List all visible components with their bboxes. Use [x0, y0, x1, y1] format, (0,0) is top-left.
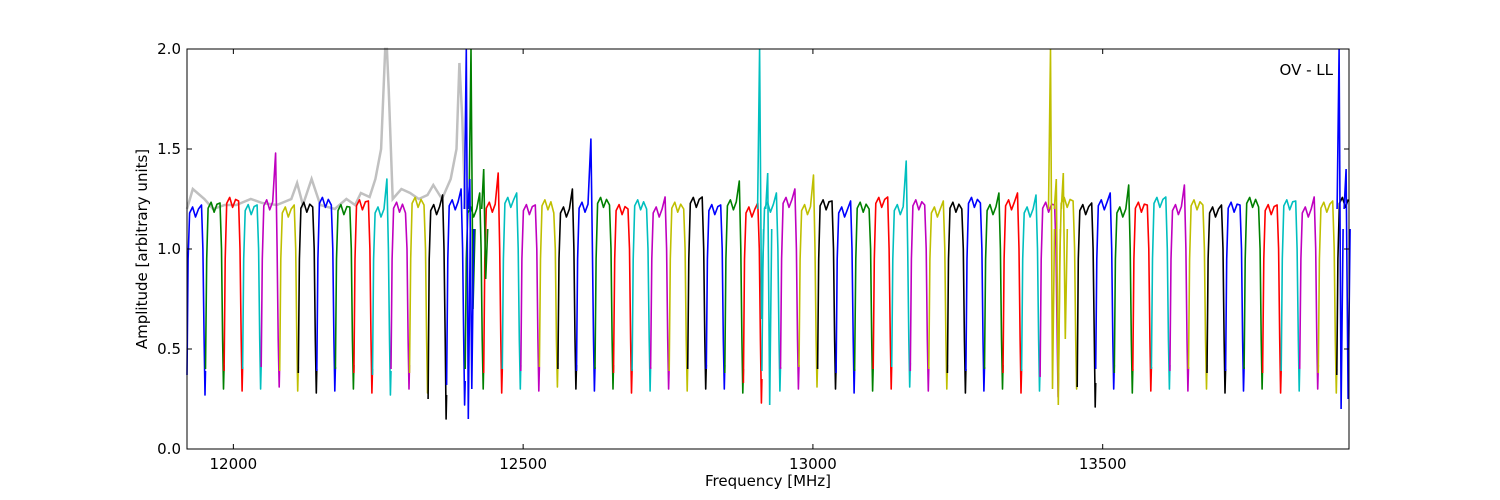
- y-tick-label: 0.0: [157, 440, 181, 458]
- background-series-layer: [185, 47, 467, 211]
- channel-line-45: [1002, 192, 1023, 394]
- channel-line-37: [853, 201, 874, 392]
- spike-3: [467, 178, 475, 390]
- spike-4: [480, 168, 489, 280]
- channel-line-3: [223, 196, 244, 392]
- channel-line-41: [928, 200, 949, 390]
- channel-line-54: [1169, 184, 1190, 392]
- channel-line-62: [1317, 200, 1338, 394]
- channel-line-26: [649, 196, 670, 390]
- channel-line-49: [1076, 202, 1097, 408]
- channel-line-25: [631, 199, 652, 392]
- channel-line-60: [1280, 199, 1301, 392]
- channel-line-33: [779, 188, 800, 390]
- channel-line-1: [186, 204, 207, 396]
- channel-line-42: [946, 201, 967, 394]
- channel-line-9: [334, 203, 355, 390]
- channel-line-29: [705, 203, 726, 390]
- channel-line-35: [816, 199, 837, 390]
- channel-line-4: [241, 203, 262, 390]
- channel-line-52: [1132, 201, 1153, 392]
- x-tick-label: 12000: [210, 455, 258, 473]
- channel-line-51: [1113, 184, 1134, 394]
- channel-line-61: [1298, 196, 1320, 390]
- channel-line-46: [1020, 194, 1041, 392]
- x-tick-label: 13500: [1079, 455, 1127, 473]
- background-series-line: [185, 47, 467, 211]
- channel-line-30: [724, 180, 745, 394]
- channel-line-56: [1206, 204, 1227, 394]
- channel-line-12: [390, 201, 411, 390]
- y-tick-label: 2.0: [157, 40, 181, 58]
- y-tick-label: 1.0: [157, 240, 181, 258]
- y-tick-label: 0.5: [157, 340, 181, 358]
- plot-annotation: OV - LL: [1280, 61, 1334, 79]
- channel-line-11: [371, 178, 392, 396]
- channel-line-58: [1243, 196, 1264, 390]
- x-tick-label: 12500: [499, 455, 547, 473]
- x-tick-label: 13000: [789, 455, 837, 473]
- x-axis-label: Frequency [MHz]: [705, 472, 831, 490]
- spike-1: [463, 48, 472, 420]
- spike-10: [1336, 48, 1344, 410]
- spike-5: [756, 48, 765, 320]
- x-axis: 12000 12500 13000 13500: [210, 49, 1127, 473]
- channel-line-55: [1187, 199, 1208, 390]
- channel-line-10: [353, 199, 374, 394]
- y-axis: 0.0 0.5 1.0 1.5 2.0: [157, 40, 1349, 458]
- y-axis-label: Amplitude [arbitrary units]: [133, 149, 151, 349]
- channel-line-53: [1150, 196, 1171, 390]
- channel-line-43: [965, 196, 986, 392]
- spike-7: [1047, 48, 1056, 390]
- channel-line-15: [445, 188, 466, 406]
- channel-line-7: [297, 201, 318, 394]
- spike-layer: [463, 48, 1351, 420]
- channel-line-22: [575, 138, 596, 392]
- channel-line-28: [686, 196, 708, 390]
- channel-line-40: [909, 199, 930, 392]
- channel-line-5: [260, 152, 281, 388]
- spike-6: [764, 172, 773, 406]
- channel-line-32: [761, 192, 782, 392]
- spike-8: [1053, 178, 1062, 406]
- channel-line-39: [890, 160, 912, 388]
- channel-line-50: [1094, 192, 1116, 390]
- channel-line-36: [835, 200, 856, 394]
- spike-9: [1060, 172, 1069, 340]
- channel-line-6: [278, 204, 300, 392]
- channel-line-48: [1057, 196, 1078, 390]
- channel-line-27: [668, 201, 689, 392]
- channel-line-14: [427, 194, 448, 420]
- channel-line-24: [612, 203, 633, 394]
- channel-line-2: [204, 201, 225, 390]
- channel-line-18: [501, 192, 522, 390]
- channel-line-31: [742, 202, 763, 404]
- channel-line-13: [408, 196, 429, 394]
- channel-line-38: [872, 196, 893, 390]
- channel-line-47: [1039, 201, 1060, 398]
- y-tick-label: 1.5: [157, 140, 181, 158]
- channel-line-59: [1261, 203, 1282, 394]
- channel-line-19: [520, 203, 541, 392]
- channel-line-17: [482, 172, 504, 394]
- channel-line-21: [557, 188, 578, 390]
- channel-line-20: [538, 199, 559, 388]
- channel-line-44: [983, 192, 1004, 390]
- channel-line-57: [1224, 201, 1245, 392]
- channel-line-23: [594, 196, 615, 390]
- channel-line-34: [798, 174, 819, 388]
- channel-line-8: [316, 196, 337, 392]
